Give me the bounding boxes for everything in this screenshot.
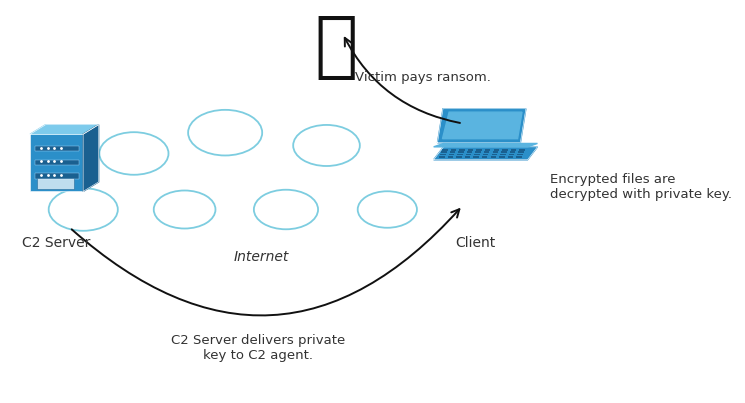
Bar [507,156,513,158]
Bar [492,154,497,155]
Text: Encrypted files are
decrypted with private key.: Encrypted files are decrypted with priva… [551,174,732,202]
Bar [440,154,446,155]
Bar [458,151,464,153]
Bar [483,154,489,155]
FancyBboxPatch shape [37,179,74,189]
Bar [475,151,481,153]
Text: ₿: ₿ [314,13,358,82]
Polygon shape [443,112,522,139]
Bar [457,154,463,155]
Bar [459,149,465,151]
Bar [501,151,507,153]
Bar [492,151,498,153]
Text: Client: Client [455,235,496,249]
Bar [509,154,514,155]
Bar [34,146,79,152]
Bar [448,154,454,155]
Bar [450,151,455,153]
FancyArrowPatch shape [72,209,460,316]
Bar [441,151,447,153]
Bar [467,151,472,153]
Bar [448,156,453,158]
Bar [456,156,462,158]
Text: C2 Server: C2 Server [22,235,91,249]
Bar [517,154,523,155]
Bar [466,154,472,155]
Polygon shape [30,125,98,134]
Bar [502,149,507,151]
Bar [493,149,499,151]
Bar [475,154,480,155]
Bar [499,156,504,158]
Text: C2 Server delivers private
key to C2 agent.: C2 Server delivers private key to C2 age… [171,334,345,361]
Bar [442,149,448,151]
Bar [30,134,83,191]
Bar [476,149,482,151]
Text: Victim pays ransom.: Victim pays ransom. [355,71,492,84]
Polygon shape [434,147,537,160]
Bar [34,160,79,165]
Bar [519,149,524,151]
Bar [34,173,79,179]
Polygon shape [434,143,537,147]
Bar [468,149,473,151]
Polygon shape [437,109,526,143]
FancyArrowPatch shape [345,38,460,123]
Bar [473,156,479,158]
Bar [500,154,506,155]
Bar [485,149,490,151]
Bar [510,149,516,151]
Text: Internet: Internet [234,249,289,264]
Bar [519,151,524,153]
Bar [482,156,487,158]
Bar [451,149,456,151]
Bar [516,156,522,158]
Bar [484,151,489,153]
Bar [439,156,445,158]
Bar [510,151,515,153]
Polygon shape [83,125,98,191]
Bar [490,156,496,158]
Bar [465,156,470,158]
